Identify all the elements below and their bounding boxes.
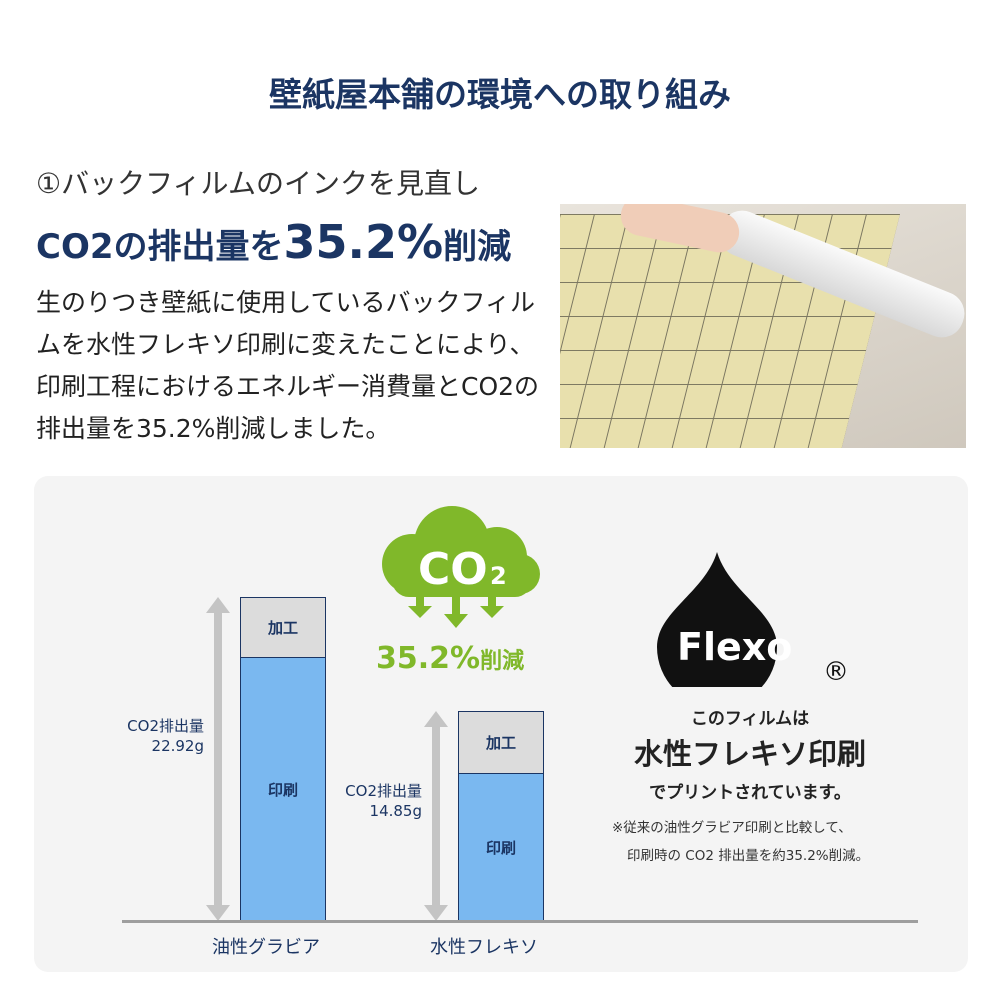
flexo-logo-text: Flexo [677,625,792,669]
bar-segment: 加工 [459,712,543,774]
flexo-line2: 水性フレキソ印刷 [633,737,866,771]
total-arrow [206,597,230,921]
flexo-line3: でプリントされています。 [649,783,851,803]
category-label: 水性フレキソ [430,937,538,958]
flexo-note2: 印刷時の CO2 排出量を約35.2%削減。 [627,848,870,864]
flexo-line1: このフィルムは [690,709,810,729]
headline-post: 削減 [443,227,512,267]
total-arrow [424,711,448,921]
total-label: CO2排出量 22.92g [127,717,204,756]
bar-segment: 印刷 [459,773,543,922]
bar-segment: 印刷 [241,657,325,922]
chart-baseline [122,920,918,923]
page-title: 壁紙屋本舗の環境への取り組み [269,75,731,114]
bar-0: 加工 印刷 [240,597,326,922]
reduction-badge: 35.2%削減 [376,641,524,676]
section-description: 生のりつき壁紙に使用しているバックフィルムを水性フレキソ印刷に変えたことにより、… [36,288,540,443]
back-film-photo [560,204,966,448]
total-label: CO2排出量 14.85g [345,782,422,821]
co2-subscript: 2 [490,562,507,590]
headline-pct: 35.2% [283,215,444,269]
bar-1: 加工 印刷 [458,711,544,922]
section-headline: CO2の排出量を35.2%削減 [36,215,511,269]
registered-mark: ® [823,657,849,687]
category-label: 油性グラビア [212,937,320,958]
bar-segment: 加工 [241,598,325,658]
co2-cloud-icon: CO 2 [382,506,540,628]
reduction-suffix: 削減 [480,649,525,674]
co2-text: CO [418,544,488,595]
reduction-pct: 35.2% [376,641,481,676]
flexo-note1: ※従来の油性グラビア印刷と比較して、 [612,820,852,836]
flexo-logo: Flexo ® [657,552,849,687]
headline-pre: CO2の排出量を [36,227,284,267]
section-subtitle: ①バックフィルムのインクを見直し [36,167,480,200]
